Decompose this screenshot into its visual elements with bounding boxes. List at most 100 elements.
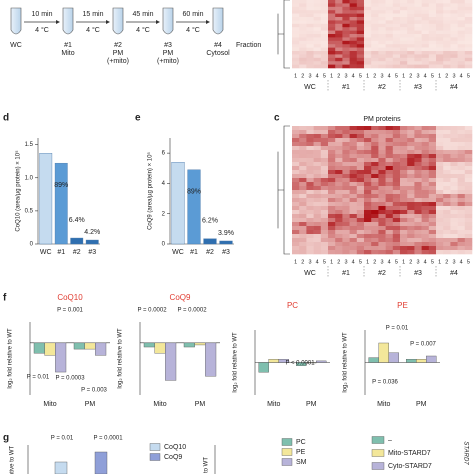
heatmap-cell — [457, 182, 466, 187]
heatmap-cell — [457, 206, 466, 211]
heatmap-cell — [428, 10, 437, 14]
heatmap-cell — [306, 238, 314, 243]
heatmap-cell — [313, 238, 322, 243]
heatmap-cell — [407, 178, 415, 183]
heatmap-cell — [364, 40, 372, 45]
heatmap-cell — [349, 51, 358, 55]
heatmap-cell — [464, 146, 473, 151]
heatmap-cell — [320, 246, 329, 251]
heatmap-cell — [392, 214, 401, 219]
heatmap-cell — [407, 17, 415, 21]
heatmap-cell — [292, 214, 300, 219]
heatmap-cell — [299, 0, 307, 4]
heatmap-cell — [364, 54, 372, 59]
legend-swatch — [149, 453, 161, 461]
heatmap-cell — [457, 238, 466, 243]
heatmap-cell — [378, 210, 386, 215]
heatmap-cell — [356, 194, 365, 199]
heatmap-cell — [436, 238, 444, 243]
heatmap-cell — [436, 170, 444, 175]
heatmap-cell — [306, 190, 314, 195]
heatmap-cell — [457, 20, 466, 25]
heatmap-cell — [464, 222, 473, 227]
heatmap-cell — [443, 202, 451, 207]
heatmap-cell — [392, 158, 401, 163]
heatmap-cell — [299, 162, 307, 167]
heatmap-cell — [450, 178, 458, 183]
heatmap-cell — [349, 47, 358, 52]
heatmap-cell — [335, 126, 343, 131]
heatmap-cell — [414, 23, 422, 28]
heatmap-cell — [356, 198, 365, 203]
heatmap-cell — [407, 226, 415, 231]
bar — [73, 342, 85, 350]
heatmap-cell — [428, 146, 437, 151]
heatmap-cell — [328, 162, 336, 167]
heatmap-cell — [436, 138, 444, 143]
heatmap-cell — [457, 142, 466, 147]
heatmap-cell — [342, 146, 350, 151]
heatmap-cell — [328, 174, 336, 179]
lane-label: 4 — [388, 259, 391, 265]
heatmap-cell — [328, 230, 336, 235]
lane-label: 2 — [409, 73, 412, 79]
heatmap-cell — [371, 250, 379, 255]
heatmap-cell — [342, 37, 350, 42]
heatmap-cell — [407, 146, 415, 151]
heatmap-cell — [356, 64, 365, 69]
heatmap-cell — [364, 190, 372, 195]
heatmap-cell — [407, 190, 415, 195]
heatmap-cell — [414, 194, 422, 199]
heatmap-cell — [421, 242, 430, 247]
heatmap-cell — [392, 154, 401, 159]
heatmap-cell — [356, 47, 365, 52]
heatmap-cell — [457, 34, 466, 38]
heatmap-cell — [457, 37, 466, 42]
heatmap-cell — [407, 30, 415, 35]
heatmap-cell — [450, 142, 458, 147]
heatmap-cell — [443, 150, 451, 155]
heatmap-cell — [356, 30, 365, 35]
heatmap-cell — [342, 17, 350, 21]
lane-label: 2 — [301, 73, 304, 79]
dendrogram — [277, 0, 290, 69]
heatmap-cell — [342, 218, 350, 223]
step-time: 45 min — [132, 11, 153, 18]
bar — [378, 342, 389, 363]
heatmap-cell — [428, 134, 437, 139]
heatmap-cell — [436, 47, 444, 52]
tube — [10, 7, 22, 35]
heatmap-cell — [436, 222, 444, 227]
heatmap-cell — [457, 30, 466, 35]
heatmap-cell — [421, 222, 430, 227]
heatmap-cell — [306, 246, 314, 251]
heatmap-cell — [421, 158, 430, 163]
legend-swatch — [371, 436, 385, 444]
heatmap-cell — [407, 194, 415, 199]
heatmap-cell — [400, 20, 408, 25]
heatmap-cell — [349, 142, 358, 147]
heatmap-cell — [335, 44, 343, 48]
heatmap-cell — [349, 134, 358, 139]
heatmap-cell — [421, 57, 430, 62]
heatmap-cell — [385, 13, 394, 18]
heatmap-cell — [392, 30, 401, 35]
heatmap-cell — [378, 57, 386, 62]
heatmap-cell — [450, 54, 458, 59]
bar — [406, 359, 417, 363]
heatmap-cell — [421, 47, 430, 52]
heatmap-cell — [428, 170, 437, 175]
heatmap-cell — [371, 64, 379, 69]
heatmap-cell — [450, 27, 458, 31]
heatmap-cell — [443, 154, 451, 159]
heatmap-cell — [378, 174, 386, 179]
heatmap-cell — [328, 27, 336, 31]
heatmap-cell — [313, 178, 322, 183]
p-value: P = 0.0001 — [93, 436, 123, 442]
heatmap-cell — [378, 40, 386, 45]
heatmap-cell — [371, 150, 379, 155]
heatmap-cell — [292, 44, 300, 48]
heatmap-cell — [464, 34, 473, 38]
heatmap-cell — [328, 3, 336, 8]
lane-label: 1 — [438, 259, 441, 265]
